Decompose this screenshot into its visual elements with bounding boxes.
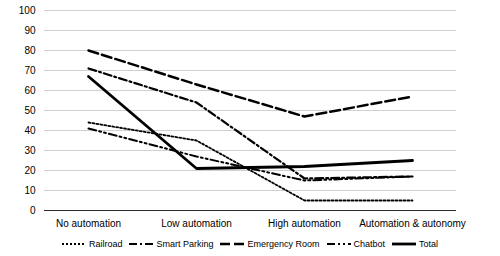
svg-text:60: 60 xyxy=(24,85,36,96)
svg-text:Automation & autonomy: Automation & autonomy xyxy=(359,218,466,229)
html-text:Emergency Room: Emergency Room xyxy=(247,239,320,249)
svg-text:No automation: No automation xyxy=(56,218,121,229)
svg-text:100: 100 xyxy=(19,5,36,16)
svg-text:80: 80 xyxy=(24,45,36,56)
svg-text:30: 30 xyxy=(24,145,36,156)
svg-text:High automation: High automation xyxy=(268,218,341,229)
html-text:Total: Total xyxy=(419,239,439,249)
svg-text:10: 10 xyxy=(24,185,36,196)
svg-text:Low automation: Low automation xyxy=(161,218,232,229)
html-text:Chatbot: Chatbot xyxy=(353,239,385,249)
svg-text:50: 50 xyxy=(24,105,36,116)
svg-text:40: 40 xyxy=(24,125,36,136)
svg-text:70: 70 xyxy=(24,65,36,76)
svg-text:20: 20 xyxy=(24,165,36,176)
svg-text:90: 90 xyxy=(24,25,36,36)
svg-text:0: 0 xyxy=(30,205,36,216)
html-text:Smart Parking: Smart Parking xyxy=(156,239,214,249)
html-text:Railroad: Railroad xyxy=(88,239,123,249)
